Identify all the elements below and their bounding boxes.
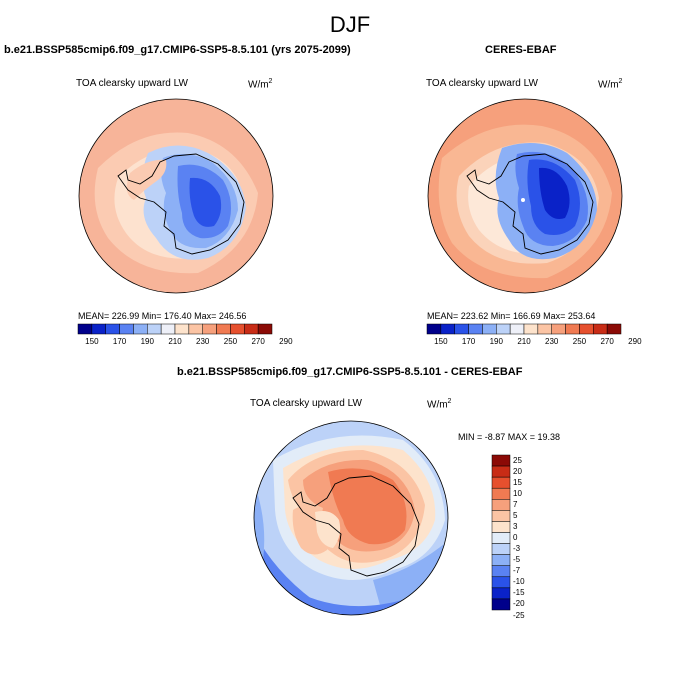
colorbar-tick-label: 170 <box>461 337 476 346</box>
colorbar-tick-label: 210 <box>168 337 182 346</box>
colorbar-swatch <box>537 323 552 335</box>
map-model <box>78 98 274 294</box>
colorbar-tick-label: 250 <box>223 337 238 346</box>
colorbar-swatch <box>491 576 511 589</box>
colorbar-swatch <box>160 323 176 335</box>
colorbar-tick-label: -7 <box>513 566 521 576</box>
colorbar-tick-label: 190 <box>140 337 154 346</box>
colorbar-tick-label: 7 <box>513 499 518 509</box>
season-title: DJF <box>329 12 371 37</box>
panel-obs-subtitle: TOA clearsky upward LW <box>426 78 538 89</box>
colorbar-tick-label: 210 <box>517 337 531 346</box>
colorbar-tick-label: -5 <box>513 555 521 565</box>
colorbar-swatch <box>491 565 511 578</box>
colorbar-swatch <box>491 487 511 500</box>
colorbar-swatch <box>91 323 106 335</box>
colorbar-swatch <box>593 323 608 335</box>
colorbar-swatch <box>491 454 511 467</box>
colorbar-diff <box>491 454 511 611</box>
panel-model-stats: MEAN= 226.99 Min= 176.40 Max= 246.56 <box>78 311 247 321</box>
colorbar-swatch <box>482 323 497 335</box>
colorbar-tick-label: 270 <box>600 337 614 346</box>
colorbar-swatch <box>491 521 511 533</box>
panel-model-units: W/m2 <box>248 78 273 91</box>
panel-model-subtitle: TOA clearsky upward LW <box>76 78 188 89</box>
colorbar-swatch <box>523 323 539 335</box>
colorbar-diff-labels: 25 20 15 10 7 5 3 0 -3 -5 -7 -10 -15 -20 -25 <box>513 455 543 620</box>
colorbar-swatch <box>426 323 442 335</box>
colorbar-tick-label: 170 <box>112 337 127 346</box>
colorbar-swatch <box>440 323 455 335</box>
colorbar-tick-label: 20 <box>513 466 522 476</box>
colorbar-swatch <box>257 323 273 335</box>
colorbar-tick-label: 150 <box>434 337 448 346</box>
colorbar-swatch <box>244 323 259 335</box>
colorbar-swatch <box>491 465 511 478</box>
colorbar-tick-label: 230 <box>545 337 559 346</box>
colorbar-tick-label: 10 <box>513 488 522 498</box>
colorbar-tick-label: 0 <box>513 533 518 543</box>
colorbar-swatch <box>551 323 566 335</box>
colorbar-swatch <box>491 554 511 566</box>
colorbar-tick-label: 5 <box>513 510 518 520</box>
colorbar-tick-label: -15 <box>513 588 525 598</box>
colorbar-swatch <box>491 598 511 611</box>
colorbar-swatch <box>579 323 594 335</box>
panel-obs-stats: MEAN= 223.62 Min= 166.69 Max= 253.64 <box>427 311 596 321</box>
colorbar-model <box>77 323 273 335</box>
colorbar-swatch <box>491 532 511 544</box>
colorbar-swatch <box>119 323 134 335</box>
panel-obs-title: CERES-EBAF <box>485 44 557 56</box>
colorbar-tick-label: -3 <box>513 544 521 554</box>
colorbar-swatch <box>105 323 120 335</box>
colorbar-tick-label: 15 <box>513 477 522 487</box>
colorbar-swatch <box>491 543 511 555</box>
colorbar-swatch <box>147 323 162 335</box>
colorbar-tick-label: 250 <box>572 337 587 346</box>
colorbar-swatch <box>202 323 217 335</box>
colorbar-swatch <box>230 323 245 335</box>
panel-diff-units: W/m2 <box>427 398 452 411</box>
colorbar-swatch <box>606 323 622 335</box>
colorbar-swatch <box>565 323 580 335</box>
panel-diff-stats: MIN = -8.87 MAX = 19.38 <box>458 432 561 442</box>
colorbar-tick-label: 3 <box>513 521 518 531</box>
colorbar-tick-label: 270 <box>251 337 265 346</box>
colorbar-swatch <box>491 476 511 489</box>
colorbar-swatch <box>468 323 483 335</box>
colorbar-swatch <box>496 323 511 335</box>
colorbar-swatch <box>454 323 469 335</box>
colorbar-swatch <box>491 587 511 600</box>
colorbar-obs <box>426 323 622 335</box>
panel-diff-subtitle: TOA clearsky upward LW <box>250 398 362 409</box>
map-obs <box>427 98 623 294</box>
panel-model-title: b.e21.BSSP585cmip6.f09_g17.CMIP6-SSP5-8.… <box>4 44 351 56</box>
colorbar-swatch <box>509 323 525 335</box>
colorbar-tick-label: 25 <box>513 455 522 465</box>
colorbar-obs-labels: 150 170 190 210 230 250 270 290 <box>427 337 641 349</box>
colorbar-tick-label: 190 <box>489 337 503 346</box>
colorbar-swatch <box>216 323 231 335</box>
colorbar-tick-label: -10 <box>513 577 525 587</box>
panel-obs-units: W/m2 <box>598 78 623 91</box>
colorbar-swatch <box>188 323 203 335</box>
colorbar-tick-label: 150 <box>85 337 99 346</box>
colorbar-swatch <box>133 323 148 335</box>
colorbar-swatch <box>77 323 93 335</box>
panel-diff-title: b.e21.BSSP585cmip6.f09_g17.CMIP6-SSP5-8.… <box>177 366 523 378</box>
colorbar-tick-label: 290 <box>628 337 642 346</box>
colorbar-swatch <box>174 323 190 335</box>
colorbar-swatch <box>491 499 511 511</box>
colorbar-swatch <box>491 510 511 522</box>
colorbar-tick-label: -20 <box>513 599 525 609</box>
colorbar-tick-label: 230 <box>196 337 210 346</box>
colorbar-tick-label: 290 <box>279 337 293 346</box>
colorbar-model-labels: 150 170 190 210 230 250 270 290 <box>78 337 292 349</box>
colorbar-tick-label: -25 <box>513 610 525 620</box>
map-diff <box>253 420 449 616</box>
